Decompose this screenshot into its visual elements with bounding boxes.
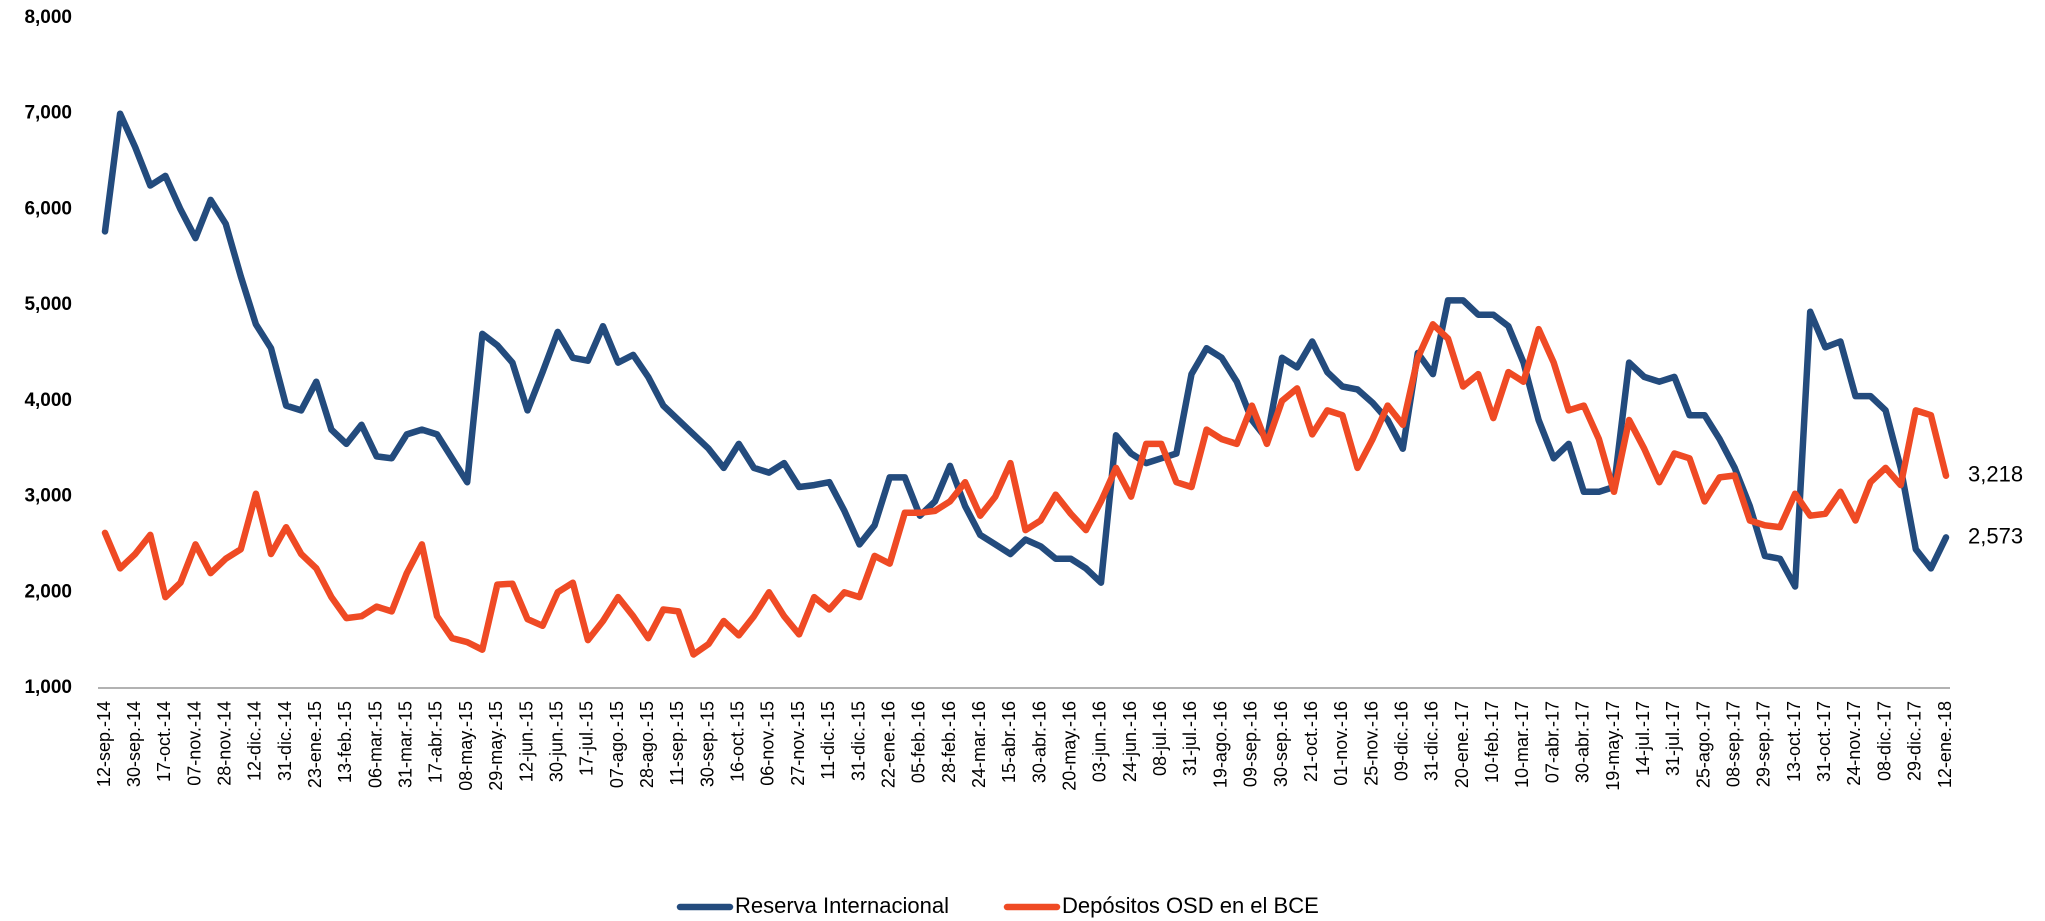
x-tick-label: 25-ago.-17 [1693,701,1713,788]
x-tick-label: 11-sep.-15 [667,701,687,786]
x-tick-label: 13-oct.-17 [1784,701,1804,782]
x-tick-label: 29-dic.-17 [1905,701,1925,781]
x-tick-label: 03-jun.-16 [1090,701,1110,782]
x-tick-label: 12-dic.-14 [245,701,265,781]
x-tick-label: 30-jun.-15 [546,701,566,782]
x-tick-label: 20-ene.-17 [1452,701,1472,788]
x-tick-label: 10-feb.-17 [1482,701,1502,783]
x-tick-label: 28-feb.-16 [939,701,959,783]
x-tick-label: 08-dic.-17 [1874,701,1894,781]
x-tick-label: 31-dic.-15 [848,701,868,781]
x-tick-label: 30-abr.-16 [1029,701,1049,783]
x-tick-label: 06-mar.-15 [365,701,385,788]
x-tick-label: 19-ago.-16 [1210,701,1230,788]
x-tick-label: 15-abr.-16 [999,701,1019,783]
x-tick-label: 24-nov.-17 [1844,701,1864,786]
x-tick-label: 31-dic.-14 [275,701,295,781]
x-tick-label: 20-may.-16 [1060,701,1080,791]
x-tick-label: 31-dic.-16 [1422,701,1442,781]
x-tick-label: 12-sep.-14 [94,701,114,787]
y-tick-label: 3,000 [24,486,72,507]
x-tick-label: 28-ago.-15 [637,701,657,788]
x-tick-label: 09-dic.-16 [1392,701,1412,781]
x-tick-label: 28-nov.-14 [214,701,234,786]
x-tick-label: 31-jul.-17 [1663,701,1683,776]
x-tick-label: 25-nov.-16 [1361,701,1381,786]
x-tick-label: 31-jul.-16 [1180,701,1200,776]
y-tick-label: 2,000 [24,581,72,602]
x-tick-label: 29-may.-15 [486,701,506,791]
x-tick-label: 11-dic.-15 [818,701,838,780]
x-tick-label: 08-may.-15 [456,701,476,791]
x-tick-label: 05-feb.-16 [909,701,929,783]
x-tick-label: 30-sep.-14 [124,701,144,787]
x-tick-label: 23-ene.-15 [305,701,325,788]
x-tick-label: 08-jul.-16 [1150,701,1170,776]
x-tick-label: 31-mar.-15 [396,701,416,788]
y-tick-label: 4,000 [24,390,72,411]
x-tick-label: 30-abr.-17 [1573,701,1593,783]
series-line [101,110,1950,590]
x-tick-label: 21-oct.-16 [1301,701,1321,782]
data-label: 2,573 [1968,523,2023,548]
x-tick-label: 24-jun.-16 [1120,701,1140,782]
y-tick-label: 6,000 [24,198,72,219]
x-tick-label: 24-mar.-16 [969,701,989,788]
x-tick-label: 07-ago.-15 [607,701,627,788]
y-tick-label: 1,000 [24,677,72,698]
x-tick-label: 16-oct.-15 [728,701,748,782]
x-tick-label: 17-jul.-15 [577,701,597,776]
x-tick-label: 06-nov.-15 [758,701,778,786]
x-tick-label: 30-sep.-15 [697,701,717,787]
x-tick-label: 30-sep.-16 [1271,701,1291,787]
legend-label: Reserva Internacional [735,893,949,918]
x-tick-label: 12-jun.-15 [516,701,536,782]
x-tick-label: 07-nov.-14 [184,701,204,786]
legend-label: Depósitos OSD en el BCE [1062,893,1319,918]
x-tick-label: 27-nov.-15 [788,701,808,786]
x-tick-label: 19-may.-17 [1603,701,1623,791]
x-tick-label: 09-sep.-16 [1241,701,1261,787]
x-tick-label: 01-nov.-16 [1331,701,1351,786]
x-tick-label: 07-abr.-17 [1542,701,1562,783]
y-tick-label: 8,000 [24,7,72,28]
x-tick-label: 17-abr.-15 [426,701,446,783]
series-line [101,321,1950,658]
x-tick-label: 29-sep.-17 [1754,701,1774,787]
x-tick-label: 13-feb.-15 [335,701,355,783]
x-tick-label: 31-oct.-17 [1814,701,1834,782]
y-tick-label: 5,000 [24,294,72,315]
x-tick-label: 17-oct.-14 [154,701,174,782]
x-tick-label: 08-sep.-17 [1723,701,1743,787]
x-tick-label: 14-jul.-17 [1633,701,1653,776]
x-tick-label: 10-mar.-17 [1512,701,1532,788]
data-label: 3,218 [1968,462,2023,487]
x-tick-label: 22-ene.-16 [878,701,898,788]
y-tick-label: 7,000 [24,103,72,124]
x-tick-label: 12-ene.-18 [1935,701,1955,788]
